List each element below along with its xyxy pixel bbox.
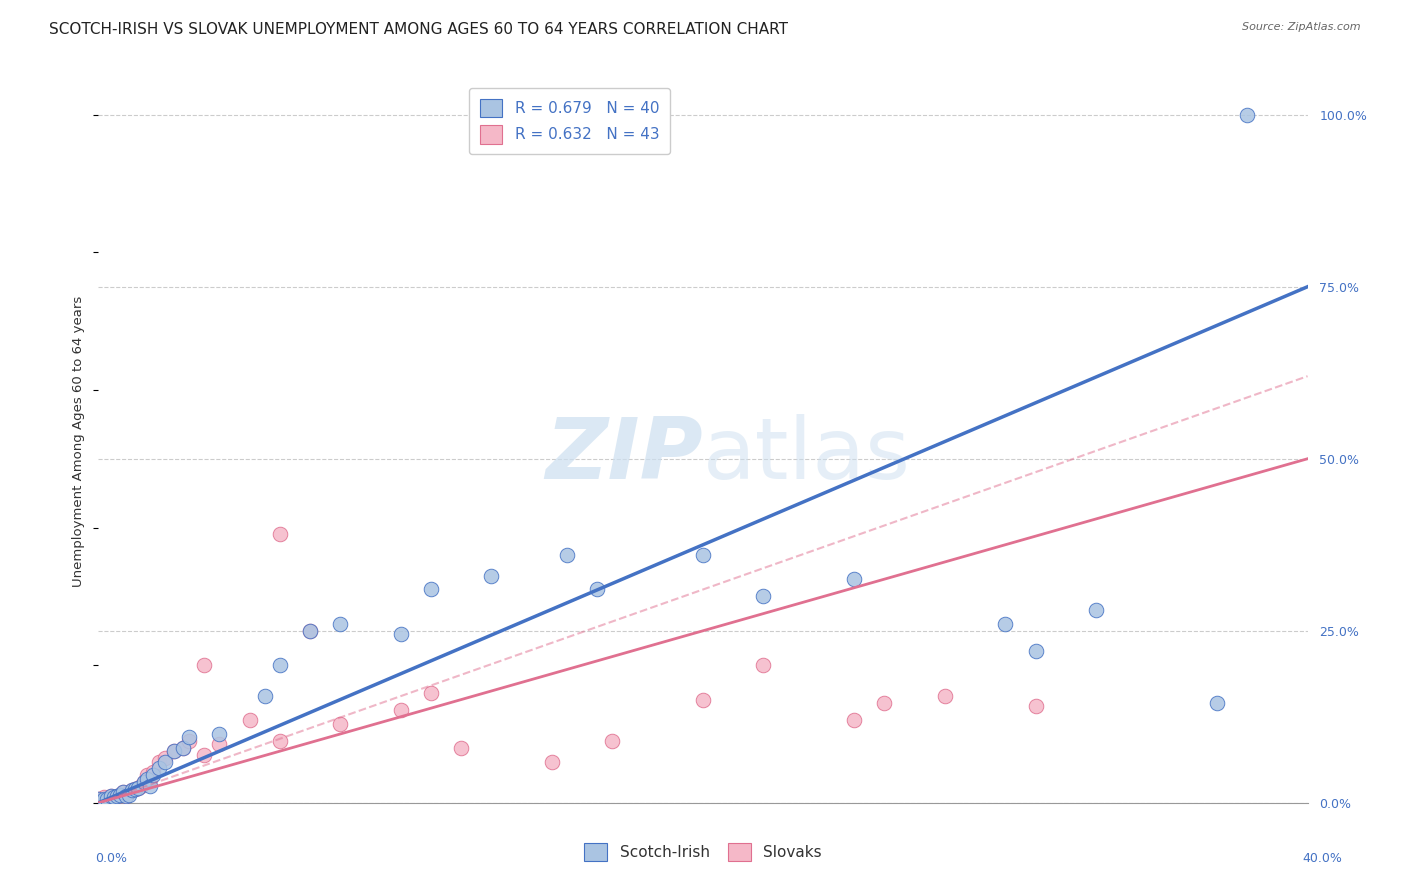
- Point: [87, 792, 110, 806]
- Point: [127, 780, 149, 795]
- Point: [269, 527, 291, 541]
- Text: 40.0%: 40.0%: [1303, 852, 1343, 865]
- Point: [96, 792, 118, 806]
- Text: Source: ZipAtlas.com: Source: ZipAtlas.com: [1243, 22, 1361, 32]
- Point: [179, 734, 201, 748]
- Point: [93, 790, 115, 805]
- Point: [329, 616, 352, 631]
- Point: [139, 779, 162, 793]
- Point: [934, 689, 956, 703]
- Point: [100, 789, 122, 803]
- Point: [193, 747, 215, 762]
- Point: [148, 755, 170, 769]
- Text: SCOTCH-IRISH VS SLOVAK UNEMPLOYMENT AMONG AGES 60 TO 64 YEARS CORRELATION CHART: SCOTCH-IRISH VS SLOVAK UNEMPLOYMENT AMON…: [49, 22, 789, 37]
- Legend: Scotch-Irish, Slovaks: Scotch-Irish, Slovaks: [578, 837, 828, 867]
- Point: [90, 792, 112, 806]
- Point: [994, 616, 1017, 631]
- Point: [555, 548, 578, 562]
- Point: [844, 713, 866, 727]
- Point: [602, 734, 624, 748]
- Point: [269, 734, 291, 748]
- Point: [692, 692, 714, 706]
- Point: [132, 775, 155, 789]
- Point: [269, 658, 291, 673]
- Point: [450, 740, 472, 755]
- Y-axis label: Unemployment Among Ages 60 to 64 years: Unemployment Among Ages 60 to 64 years: [72, 296, 86, 587]
- Point: [148, 761, 170, 775]
- Point: [124, 782, 146, 797]
- Point: [172, 740, 194, 755]
- Point: [481, 568, 503, 582]
- Point: [253, 689, 276, 703]
- Point: [389, 627, 412, 641]
- Point: [540, 755, 562, 769]
- Point: [1206, 696, 1229, 710]
- Point: [153, 751, 176, 765]
- Text: atlas: atlas: [703, 415, 911, 498]
- Point: [299, 624, 322, 638]
- Point: [121, 783, 143, 797]
- Point: [752, 658, 775, 673]
- Point: [163, 744, 186, 758]
- Point: [1236, 108, 1258, 122]
- Point: [114, 789, 136, 803]
- Point: [87, 792, 110, 806]
- Point: [118, 788, 141, 802]
- Point: [121, 783, 143, 797]
- Point: [132, 775, 155, 789]
- Point: [124, 782, 146, 797]
- Text: 0.0%: 0.0%: [96, 852, 128, 865]
- Point: [179, 731, 201, 745]
- Point: [142, 764, 165, 779]
- Point: [208, 727, 231, 741]
- Point: [93, 792, 115, 806]
- Point: [752, 590, 775, 604]
- Point: [153, 755, 176, 769]
- Point: [1085, 603, 1108, 617]
- Point: [111, 785, 134, 799]
- Point: [108, 788, 131, 802]
- Point: [96, 792, 118, 806]
- Point: [692, 548, 714, 562]
- Point: [127, 780, 149, 795]
- Point: [586, 582, 609, 597]
- Text: ZIP: ZIP: [546, 415, 703, 498]
- Point: [114, 789, 136, 803]
- Point: [1024, 644, 1046, 658]
- Point: [844, 572, 866, 586]
- Point: [163, 744, 186, 758]
- Point: [329, 716, 352, 731]
- Point: [420, 686, 443, 700]
- Point: [172, 740, 194, 755]
- Point: [193, 658, 215, 673]
- Point: [142, 768, 165, 782]
- Point: [111, 785, 134, 799]
- Point: [139, 772, 162, 786]
- Point: [389, 703, 412, 717]
- Point: [873, 696, 896, 710]
- Point: [103, 790, 125, 805]
- Point: [208, 737, 231, 751]
- Point: [299, 624, 322, 638]
- Point: [135, 772, 157, 786]
- Point: [100, 789, 122, 803]
- Point: [135, 768, 157, 782]
- Point: [103, 790, 125, 805]
- Point: [239, 713, 262, 727]
- Point: [118, 785, 141, 799]
- Point: [108, 788, 131, 802]
- Point: [1024, 699, 1046, 714]
- Point: [420, 582, 443, 597]
- Point: [105, 789, 128, 803]
- Point: [129, 779, 152, 793]
- Point: [105, 789, 128, 803]
